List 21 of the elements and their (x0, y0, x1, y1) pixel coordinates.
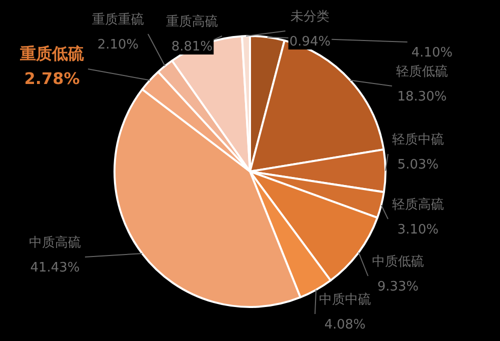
slice-label: 重质低硫 (19, 44, 84, 64)
data-label: 41.43% (30, 260, 80, 276)
data-label: 2.78% (24, 69, 80, 88)
slice-label: 重质高硫 (166, 13, 218, 30)
data-label: 4.08% (324, 317, 366, 332)
data-label: 0.94% (289, 34, 331, 50)
slice-label: 重质重硫 (92, 12, 144, 28)
data-label: 8.81% (171, 39, 213, 54)
slice-label: 轻质中硫 (392, 132, 444, 148)
data-label: 4.10% (411, 45, 453, 60)
data-label: 3.10% (397, 222, 439, 238)
slice-label: 未分类 (290, 9, 330, 24)
data-label: 18.30% (397, 89, 447, 104)
slice-label: 中质高硫 (29, 234, 81, 250)
slice-label: 轻质低硫 (396, 64, 448, 80)
slice-label: 中质中硫 (319, 292, 371, 308)
slice-label: 轻质高硫 (392, 196, 444, 212)
slice-label: 中质低硫 (372, 254, 424, 270)
data-label: 5.03% (397, 157, 439, 172)
data-label: 9.33% (377, 279, 419, 294)
data-label: 2.10% (97, 37, 139, 52)
